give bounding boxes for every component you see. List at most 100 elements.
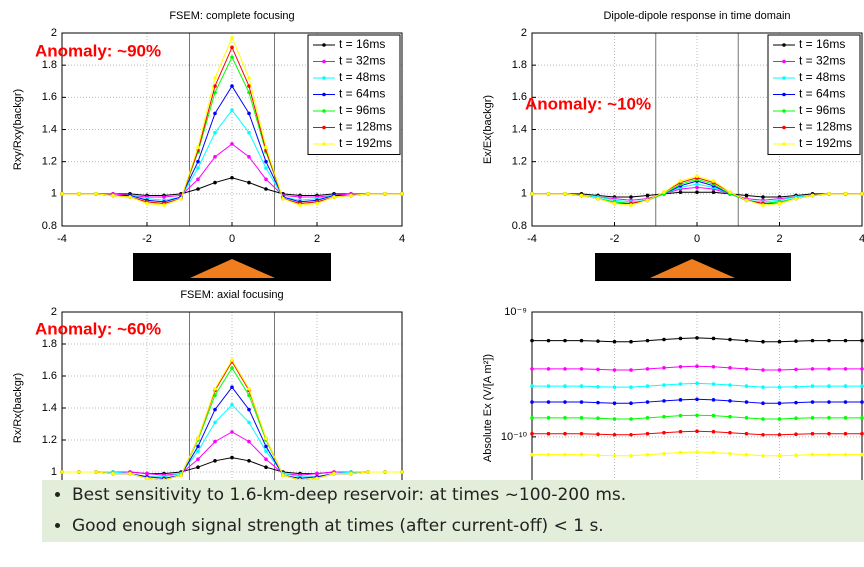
point [247,90,251,95]
x-tick-label: -4 [527,233,537,245]
point [629,432,633,437]
point [530,192,534,196]
point [60,470,64,474]
point [145,476,149,481]
point [196,436,200,441]
point [128,471,132,476]
point [810,431,815,436]
legend-swatch [782,43,786,47]
point [366,192,370,196]
point [264,166,268,170]
point [761,453,765,458]
legend-label: t = 128ms [339,120,392,134]
y-tick-label: 2 [51,306,57,318]
y-tick-label: 1.6 [42,91,57,103]
point [695,381,699,386]
point [860,416,864,420]
point [563,338,567,343]
legend-label: t = 32ms [339,54,385,68]
point [678,382,683,386]
y-tick-label: 1.6 [42,370,57,382]
point [843,400,848,404]
point [728,366,732,370]
point [645,416,650,420]
y-tick-label: 0.8 [42,220,57,232]
point [530,452,534,457]
point [629,417,633,421]
point [563,416,567,420]
point [678,450,683,455]
point [810,338,815,343]
point [179,196,183,201]
point [264,457,268,462]
point [264,187,268,191]
point [196,159,200,164]
point [315,476,319,481]
point [247,76,251,80]
point [579,452,584,457]
annotation: Anomaly: ~90% [35,41,161,60]
point [546,384,551,388]
point [794,432,798,437]
point [810,193,815,198]
point [761,203,765,207]
legend-swatch [322,92,326,97]
point [612,401,617,406]
point [695,185,699,190]
point [60,192,64,196]
point [332,195,336,199]
point [230,403,234,407]
point [629,203,633,207]
point [711,413,716,418]
point [827,452,831,457]
plot: -4 -2 0 2 4 0.8 1 1.2 1.4 1.6 1.8 2 Dipole-dipole re… [482,10,864,245]
point [213,155,217,159]
point [695,397,699,402]
point [744,384,749,388]
point [247,180,251,185]
point [744,452,749,457]
point [596,400,600,405]
point [196,187,200,191]
point [247,459,251,463]
point [579,416,584,420]
point [546,416,551,420]
point [298,203,302,207]
y-tick-label: 1.4 [42,123,57,135]
point [645,431,650,436]
point [678,179,683,183]
point [111,471,115,476]
point [662,383,666,387]
point [695,336,699,340]
point [579,431,584,436]
annotation: Anomaly: ~10% [525,94,651,113]
y-tick-label: 1.6 [512,91,527,103]
point [196,444,200,449]
point [695,364,699,369]
point [843,416,848,420]
point [546,400,551,404]
legend-swatch [322,43,326,47]
point [77,470,81,474]
point [530,416,534,420]
point [711,190,716,195]
legend-swatch [782,109,786,113]
point [645,452,650,457]
point [230,366,234,370]
point [596,339,600,343]
point [247,407,251,412]
legend-swatch [782,59,786,64]
legend-label: t = 16ms [799,37,845,51]
point [860,400,864,404]
point [530,431,534,436]
legend-swatch [322,59,326,64]
legend-label: t = 48ms [339,70,385,84]
point [247,130,251,135]
point [645,384,650,388]
reservoir-icon [650,259,735,278]
point [596,453,600,458]
chart-title: Dipole-dipole response in time domain [603,10,790,22]
point [230,142,234,146]
point [196,457,200,462]
